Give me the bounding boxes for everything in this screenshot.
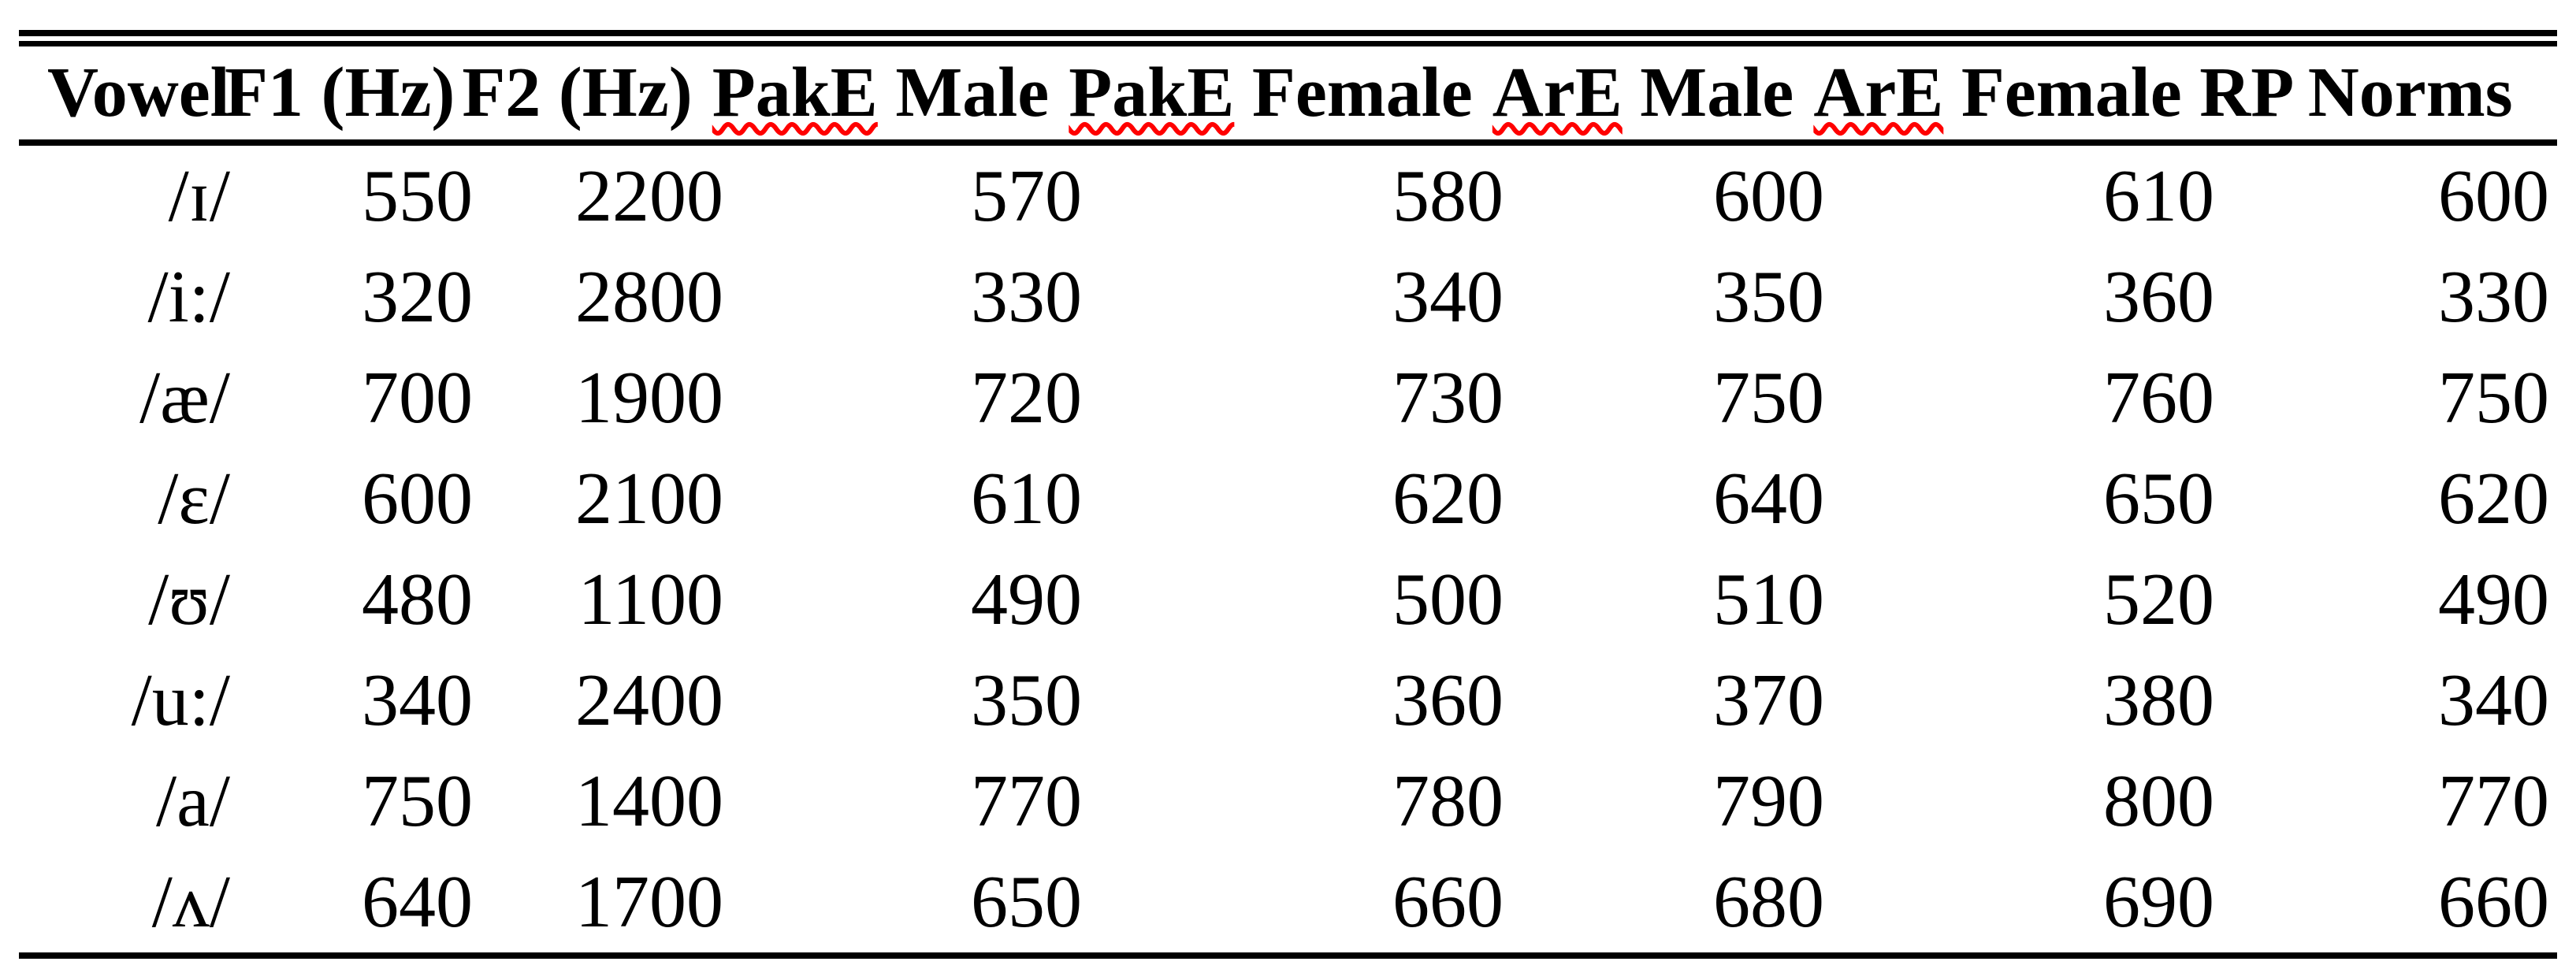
value-cell: 2200 — [575, 155, 723, 237]
vowel-cell: /æ/ — [139, 357, 230, 439]
table-row-6: /a/750 1400 770 780 790 800 770 — [19, 751, 2557, 852]
value-cell: 610 — [971, 458, 1082, 540]
column-header-are-male: ArE Male — [1492, 46, 1840, 146]
value-cell: 500 — [1392, 559, 1504, 640]
value-cell: 770 — [971, 760, 1082, 842]
value-cell: 510 — [1713, 559, 1824, 640]
value-cell: 340 — [2438, 659, 2549, 741]
value-cell: 620 — [2438, 458, 2549, 540]
value-cell: 750 — [362, 760, 473, 842]
value-cell: 490 — [971, 559, 1082, 640]
value-cell: 2400 — [575, 659, 723, 741]
column-header-label: F1 (Hz) — [225, 54, 455, 132]
vowel-cell: /ɪ/ — [168, 155, 230, 237]
value-cell: 350 — [971, 659, 1082, 741]
table-row-1: /i:/ 320 2800 330 340 350 360 330 — [19, 247, 2557, 347]
column-header-label: F2 (Hz) — [462, 54, 693, 132]
column-header-label: ArE Female — [1813, 54, 2182, 132]
value-cell: 580 — [1392, 155, 1504, 237]
value-cell: 600 — [1713, 155, 1824, 237]
column-header-label: PakE Female — [1069, 54, 1473, 132]
value-cell: 610 — [2103, 155, 2214, 237]
value-cell: 640 — [362, 861, 473, 943]
value-cell: 370 — [1713, 659, 1824, 741]
value-cell: 700 — [362, 357, 473, 439]
value-cell: 690 — [2103, 861, 2214, 943]
value-cell: 330 — [2438, 256, 2549, 338]
table-row-2: /æ/700 1900 720 730 750 760 750 — [19, 347, 2557, 448]
table-row-7: /ʌ/640 1700 650 660 680 690 660 — [19, 852, 2557, 956]
column-header-label: PakE Male — [712, 54, 1050, 132]
value-cell: 1100 — [578, 559, 723, 640]
column-header-rp-norms: RP Norms — [2199, 46, 2557, 146]
value-cell: 570 — [971, 155, 1082, 237]
value-cell: 490 — [2438, 559, 2549, 640]
value-cell: 650 — [971, 861, 1082, 943]
column-header-f2-hz: F2 (Hz) — [462, 46, 737, 146]
value-cell: 480 — [362, 559, 473, 640]
value-cell: 320 — [362, 256, 473, 338]
value-cell: 620 — [1392, 458, 1504, 540]
value-cell: 680 — [1713, 861, 1824, 943]
value-cell: 2800 — [575, 256, 723, 338]
value-cell: 340 — [362, 659, 473, 741]
column-header-pake-female: PakE Female — [1069, 46, 1517, 146]
table-row-3: /ɛ/600 2100 610 620 640 650 620 — [19, 448, 2557, 549]
value-cell: 1700 — [575, 861, 723, 943]
table-body: /ɪ/550 2200 570 580 600 610 600/i:/ 320 2800 330 3… — [19, 143, 2557, 956]
spellcheck-squiggle-word: ArE — [1813, 54, 1944, 132]
value-cell: 600 — [362, 458, 473, 540]
vowel-cell: /ʊ/ — [148, 559, 230, 640]
value-cell: 780 — [1392, 760, 1504, 842]
value-cell: 720 — [971, 357, 1082, 439]
spellcheck-squiggle-word: ArE — [1492, 54, 1623, 132]
value-cell: 640 — [1713, 458, 1824, 540]
value-cell: 750 — [2438, 357, 2549, 439]
value-cell: 380 — [2103, 659, 2214, 741]
value-cell: 660 — [2438, 861, 2549, 943]
vowel-cell: /i:/ — [147, 256, 230, 338]
value-cell: 360 — [2103, 256, 2214, 338]
value-cell: 770 — [2438, 760, 2549, 842]
value-cell: 360 — [1392, 659, 1504, 741]
column-header-are-female: ArE Female — [1813, 46, 2226, 146]
value-cell: 730 — [1392, 357, 1504, 439]
column-header-pake-male: PakE Male — [712, 46, 1095, 146]
vowel-cell: /ʌ/ — [151, 861, 230, 943]
vowel-cell: /a/ — [156, 760, 230, 842]
vowel-cell: /ɛ/ — [158, 458, 230, 540]
value-cell: 660 — [1392, 861, 1504, 943]
table-row-0: /ɪ/550 2200 570 580 600 610 600 — [19, 143, 2557, 247]
value-cell: 1900 — [575, 357, 723, 439]
value-cell: 550 — [362, 155, 473, 237]
column-header-f1-hz: F1 (Hz) — [225, 46, 489, 146]
column-header-label: ArE Male — [1492, 54, 1794, 132]
table-row-5: /u:/ 340 2400 350 360 370 380 340 — [19, 650, 2557, 751]
table-top-double-rule — [19, 30, 2557, 46]
table-row-4: /ʊ/480 1100 490 500 510 520 490 — [19, 549, 2557, 650]
column-header-label: RP Norms — [2199, 54, 2513, 132]
value-cell: 350 — [1713, 256, 1824, 338]
value-cell: 790 — [1713, 760, 1824, 842]
value-cell: 600 — [2438, 155, 2549, 237]
value-cell: 750 — [1713, 357, 1824, 439]
spellcheck-squiggle-word: PakE — [1069, 54, 1235, 132]
value-cell: 650 — [2103, 458, 2214, 540]
value-cell: 1400 — [575, 760, 723, 842]
column-header-label: Vowel — [47, 54, 230, 132]
vowel-cell: /u:/ — [131, 659, 230, 741]
header-row: Vowel F1 (Hz) F2 (Hz) PakE Male PakE Female A… — [19, 46, 2557, 146]
value-cell: 520 — [2103, 559, 2214, 640]
value-cell: 800 — [2103, 760, 2214, 842]
value-cell: 760 — [2103, 357, 2214, 439]
value-cell: 340 — [1392, 256, 1504, 338]
value-cell: 2100 — [575, 458, 723, 540]
vowel-formants-table: Vowel F1 (Hz) F2 (Hz) PakE Male PakE Female A… — [19, 46, 2557, 959]
column-header-vowel: Vowel — [19, 46, 260, 146]
value-cell: 330 — [971, 256, 1082, 338]
spellcheck-squiggle-word: PakE — [712, 54, 878, 132]
